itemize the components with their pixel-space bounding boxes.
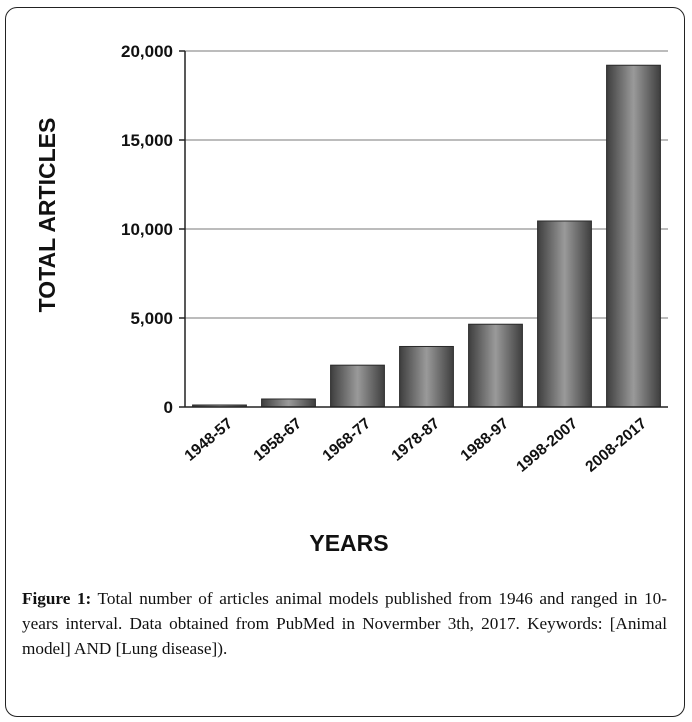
y-tick-labels: 0 5,000 10,000 15,000 20,000 bbox=[121, 42, 173, 417]
y-axis-title: TOTAL ARTICLES bbox=[34, 118, 60, 313]
x-tick-labels: 1948-57 1958-67 1968-77 1978-87 1988-97 1998-… bbox=[182, 415, 651, 476]
x-axis-title: YEARS bbox=[309, 530, 388, 556]
caption-text: Total number of articles animal models p… bbox=[22, 589, 667, 658]
x-tick-label: 1958-67 bbox=[251, 415, 306, 465]
x-tick-label: 1978-87 bbox=[389, 415, 444, 465]
y-tick-label: 5,000 bbox=[130, 309, 173, 328]
bar-2008-2017 bbox=[606, 64, 661, 408]
bars bbox=[192, 64, 661, 408]
bar-1968-77 bbox=[330, 364, 385, 408]
bar-1978-87 bbox=[399, 345, 454, 408]
y-tick-label: 15,000 bbox=[121, 131, 173, 150]
figure-caption: Figure 1: Total number of articles anima… bbox=[22, 586, 667, 661]
x-tick-label: 1968-77 bbox=[320, 415, 375, 465]
x-tick-label: 2008-2017 bbox=[582, 415, 650, 476]
x-tick-label: 1998-2007 bbox=[513, 415, 581, 476]
figure-label: Figure 1: bbox=[22, 589, 92, 608]
x-tick-label: 1988-97 bbox=[458, 415, 513, 465]
y-tick-label: 20,000 bbox=[121, 42, 173, 61]
grid-lines bbox=[185, 50, 668, 319]
y-tick-label: 0 bbox=[164, 398, 173, 417]
axes bbox=[179, 50, 668, 408]
bar-1998-2007 bbox=[537, 220, 592, 408]
x-tick-label: 1948-57 bbox=[182, 415, 237, 465]
bar-1958-67 bbox=[261, 398, 316, 408]
y-tick-label: 10,000 bbox=[121, 220, 173, 239]
bar-1988-97 bbox=[468, 323, 523, 408]
